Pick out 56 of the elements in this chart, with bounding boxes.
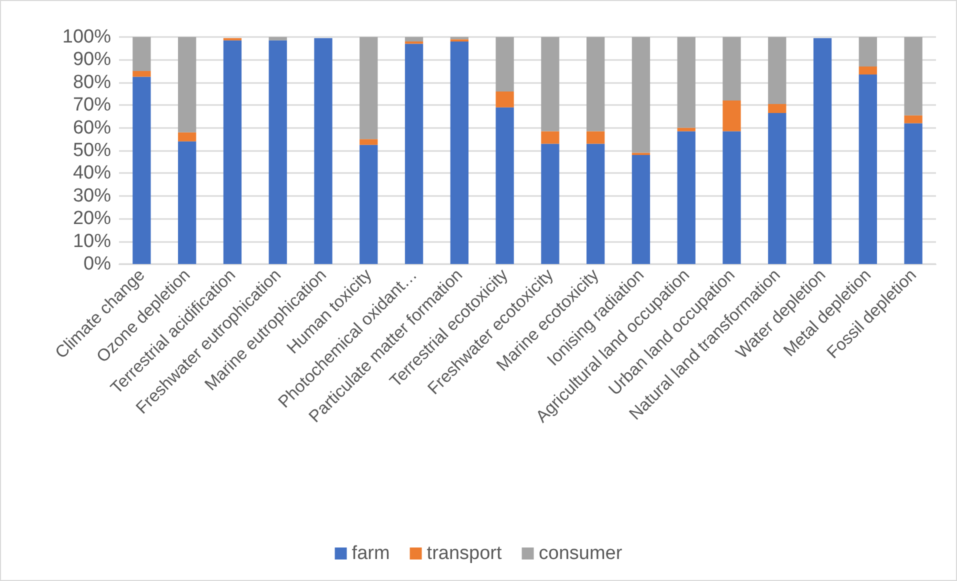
bar: [541, 144, 560, 264]
bar: [858, 74, 877, 264]
bar: [496, 91, 514, 108]
y-tick-label: 20%: [72, 208, 112, 230]
bar: [677, 37, 696, 128]
bar: [677, 131, 696, 264]
bar: [586, 37, 605, 132]
y-tick-label: 30%: [72, 185, 112, 206]
bar: [722, 37, 741, 101]
legend-label: farm: [352, 543, 390, 564]
bar: [541, 37, 560, 132]
y-tick-label: 0%: [84, 254, 112, 274]
bar: [768, 37, 786, 104]
bar: [768, 104, 786, 114]
legend-label: transport: [426, 543, 502, 564]
bar: [360, 144, 378, 264]
bar: [360, 139, 378, 145]
y-tick-label: 70%: [72, 94, 112, 116]
bar: [223, 40, 242, 264]
bar: [496, 107, 514, 264]
bar: [858, 37, 877, 67]
bar: [268, 40, 287, 264]
bar: [178, 141, 196, 264]
bar: [813, 38, 832, 264]
bar: [904, 115, 922, 124]
bar: [858, 66, 877, 74]
y-tick-label: 80%: [72, 72, 112, 93]
bar: [904, 37, 922, 116]
bar: [586, 144, 605, 264]
y-tick-label: 60%: [72, 117, 112, 138]
bar: [132, 71, 151, 77]
bar: [586, 131, 605, 144]
bar: [178, 132, 196, 142]
y-tick-label: 40%: [72, 162, 112, 184]
y-tick-label: 50%: [72, 140, 112, 161]
bar: [722, 100, 741, 132]
y-tick-label: 90%: [72, 49, 112, 70]
bar: [722, 131, 741, 264]
bar: [496, 37, 514, 92]
y-tick-label: 10%: [72, 230, 112, 252]
bar: [768, 113, 786, 264]
bar: [904, 123, 922, 264]
legend-label: consumer: [538, 543, 623, 564]
bar: [632, 155, 650, 264]
bar: [404, 37, 424, 42]
bar: [404, 44, 424, 264]
bar: [450, 42, 468, 264]
y-tick-label: 100%: [62, 26, 112, 48]
bar: [132, 37, 151, 72]
bar: [632, 37, 650, 153]
bar: [132, 76, 151, 264]
bar: [314, 38, 332, 264]
bar: [541, 131, 560, 144]
bar: [178, 37, 196, 132]
bar: [360, 37, 378, 140]
bar: [268, 37, 287, 40]
